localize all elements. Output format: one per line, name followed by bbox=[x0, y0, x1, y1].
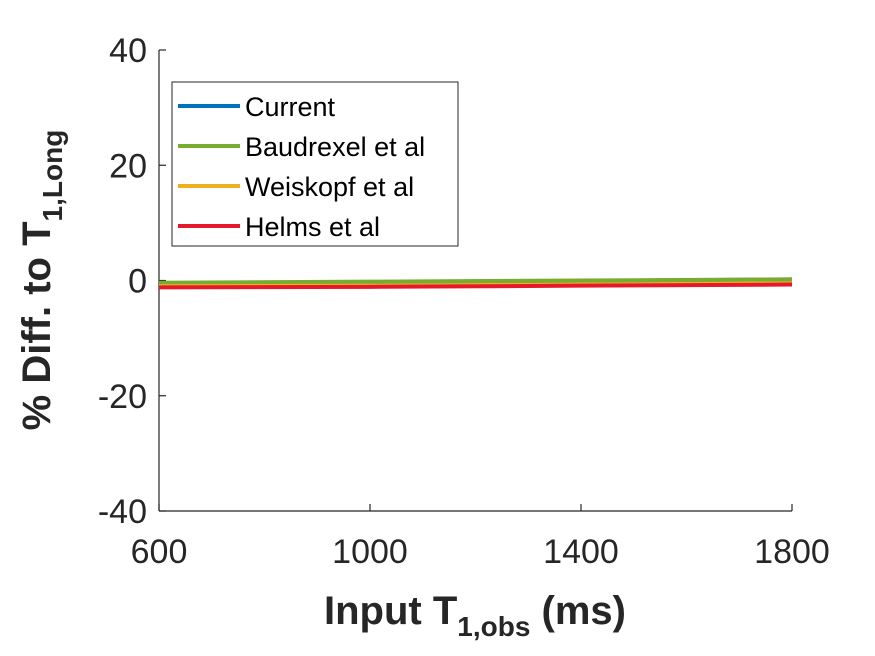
y-axis-label-subscript: 1,Long bbox=[37, 130, 68, 222]
y-tick-label: -40 bbox=[98, 493, 147, 531]
x-tick-label: 600 bbox=[131, 533, 188, 571]
x-axis-label-subscript: 1,obs bbox=[457, 611, 530, 642]
y-tick-label: -20 bbox=[98, 378, 147, 416]
y-tick-label: 40 bbox=[109, 32, 147, 70]
x-tick-label: 1000 bbox=[332, 533, 408, 571]
x-tick-label: 1800 bbox=[754, 533, 830, 571]
legend-label-helms: Helms et al bbox=[245, 212, 380, 242]
axis-ticks: 600 1000 1400 1800 -40 -20 0 20 40 bbox=[98, 32, 830, 571]
y-axis-label: % Diff. to T1,Long bbox=[15, 130, 68, 431]
legend-box bbox=[171, 81, 459, 247]
series-line-baudrexel-et-al bbox=[158, 277, 793, 285]
legend-label-current: Current bbox=[245, 92, 336, 122]
series-layer bbox=[158, 277, 793, 290]
y-tick-label: 20 bbox=[109, 147, 147, 185]
x-axis-label-main: Input T bbox=[324, 589, 457, 633]
legend-label-weiskopf: Weiskopf et al bbox=[245, 172, 414, 202]
x-tick-label: 1400 bbox=[543, 533, 619, 571]
series-line-helms-et-al bbox=[158, 282, 793, 290]
y-axis-label-main: % Diff. to T bbox=[15, 221, 59, 430]
y-tick-label: 0 bbox=[128, 263, 147, 301]
x-axis-label-unit: (ms) bbox=[530, 589, 626, 633]
legend: Current Baudrexel et al Weiskopf et al H… bbox=[171, 81, 459, 247]
x-axis-label: Input T1,obs (ms) bbox=[324, 589, 626, 642]
legend-label-baudrexel: Baudrexel et al bbox=[245, 132, 425, 162]
